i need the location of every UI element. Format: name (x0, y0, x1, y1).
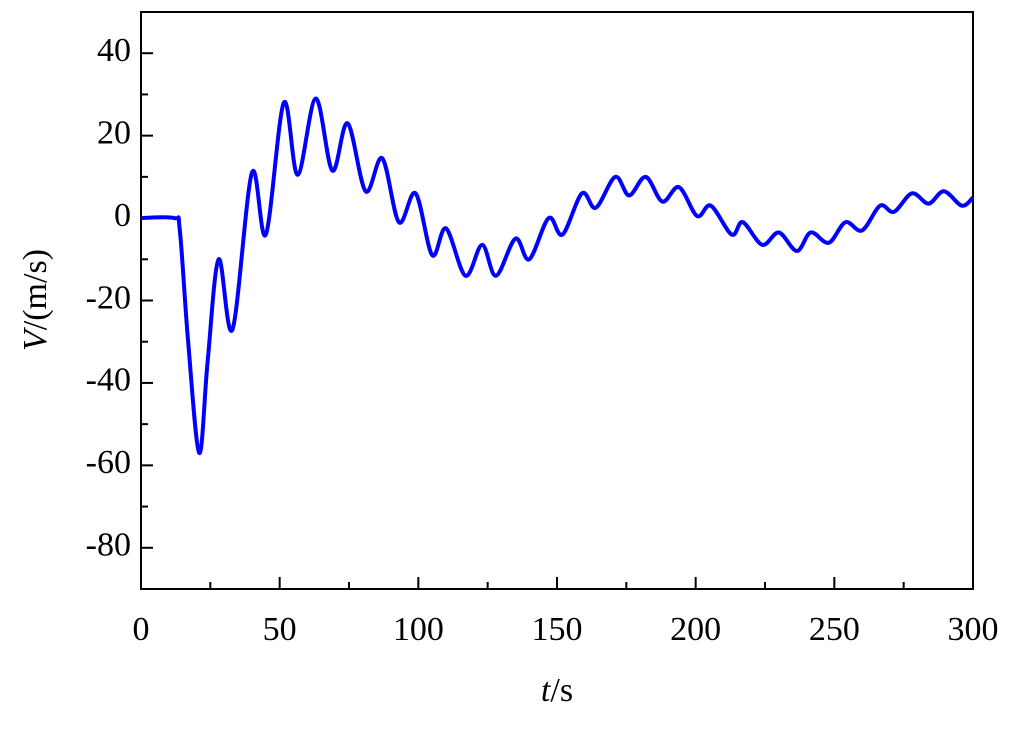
x-tick-label: 50 (263, 611, 297, 648)
x-tick-label: 100 (393, 611, 444, 648)
y-tick-label: -20 (86, 279, 131, 316)
x-tick-label: 0 (133, 611, 150, 648)
x-tick-label: 300 (948, 611, 999, 648)
plot-frame (140, 11, 974, 590)
y-tick-label: -80 (86, 527, 131, 564)
x-tick-label: 250 (809, 611, 860, 648)
x-tick-label: 200 (670, 611, 721, 648)
y-axis-title: V/(m/s) (17, 249, 54, 351)
y-tick-label: 0 (114, 197, 131, 234)
y-tick-label: -40 (86, 362, 131, 399)
data-line (140, 96, 975, 456)
x-tick-label: 150 (532, 611, 583, 648)
y-tick-label: 20 (97, 114, 131, 151)
x-axis-title: t/s (541, 672, 573, 709)
y-tick-label: -60 (86, 444, 131, 481)
y-tick-label: 40 (97, 32, 131, 69)
